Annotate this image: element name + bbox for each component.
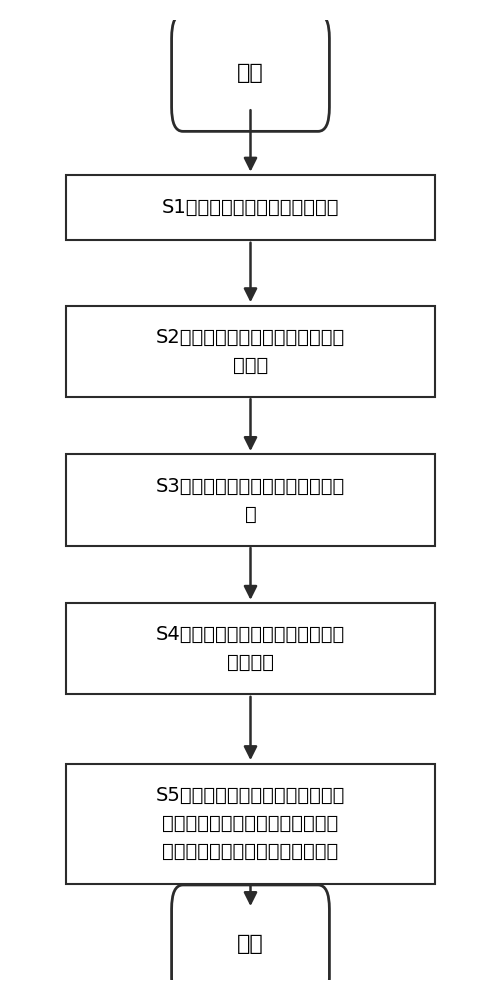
Text: 开始: 开始: [237, 63, 264, 83]
Text: S2：建立机场出租车载客排队双目
标模型: S2：建立机场出租车载客排队双目 标模型: [156, 328, 345, 375]
Bar: [66, 175, 435, 240]
Bar: [66, 306, 435, 397]
Bar: [66, 764, 435, 884]
Text: S5：采用模糊综合评判法对二级决
策评价指标体系进行打分，得到司
机对当前在机场载客效益的预估值: S5：采用模糊综合评判法对二级决 策评价指标体系进行打分，得到司 机对当前在机场…: [156, 786, 345, 861]
Bar: [66, 454, 435, 546]
Text: S1：对模型的内部概念进行定义: S1：对模型的内部概念进行定义: [162, 198, 339, 217]
Bar: [66, 603, 435, 694]
Text: S3：将双目标函数转化为单目标函
数: S3：将双目标函数转化为单目标函 数: [156, 477, 345, 524]
FancyBboxPatch shape: [171, 885, 329, 1000]
Text: S4：建立机场出租车载客排队模型
约束条件: S4：建立机场出租车载客排队模型 约束条件: [156, 625, 345, 672]
Text: 结束: 结束: [237, 934, 264, 954]
FancyBboxPatch shape: [171, 14, 329, 131]
